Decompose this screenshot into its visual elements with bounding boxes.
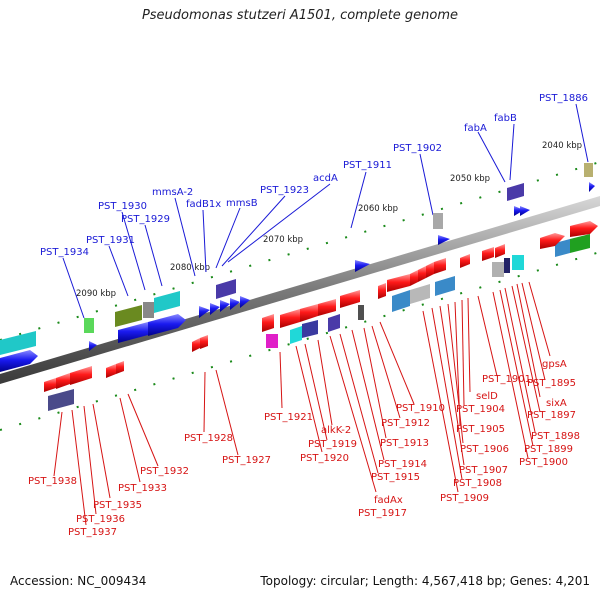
reverse-genes (44, 244, 524, 411)
gene-label-PST_1938: PST_1938 (28, 476, 77, 487)
gene-label-PST_1923: PST_1923 (260, 185, 309, 196)
gene-label-PST_1935: PST_1935 (93, 500, 142, 511)
gene-label-PST_1907: PST_1907 (459, 465, 508, 476)
gene-label-PST_1927: PST_1927 (222, 455, 271, 466)
gene-label-PST_1920: PST_1920 (300, 453, 349, 464)
kbp-tick-2050: 2050 kbp (450, 174, 490, 184)
gene-label-PST_1933: PST_1933 (118, 483, 167, 494)
gene-label-fadAx: fadAx (374, 495, 403, 506)
kbp-tick-labels: 2040 kbp 2050 kbp 2060 kbp 2070 kbp 2080… (76, 141, 582, 299)
gene-label-PST_1936: PST_1936 (76, 514, 125, 525)
forward-gene-labels: PST_1886 fabB fabA PST_1902 PST_1911 acd… (40, 93, 588, 258)
gene-label-PST_1917: PST_1917 (358, 508, 407, 519)
kbp-tick-2060: 2060 kbp (358, 204, 398, 214)
gene-label-PST_1913: PST_1913 (380, 438, 429, 449)
reverse-connectors (53, 281, 551, 526)
gene-label-mmsB: mmsB (226, 198, 258, 209)
reverse-gene-labels: gpsA PST_1895 sixA PST_1897 PST_1898 PST… (28, 359, 580, 538)
gene-label-PST_1937: PST_1937 (68, 527, 117, 538)
kbp-tick-2040: 2040 kbp (542, 141, 582, 151)
gene-label-PST_1902: PST_1902 (393, 143, 442, 154)
gene-label-PST_1897: PST_1897 (527, 410, 576, 421)
forward-genes (0, 163, 598, 372)
gene-label-PST_1909: PST_1909 (440, 493, 489, 504)
gene-label-gpsA: gpsA (542, 359, 567, 370)
forward-connectors (62, 103, 589, 319)
gene-label-PST_1899: PST_1899 (524, 444, 573, 455)
gene-label-PST_1934: PST_1934 (40, 247, 89, 258)
kbp-tick-2070: 2070 kbp (263, 235, 303, 245)
gene-label-PST_1911: PST_1911 (343, 160, 392, 171)
gene-label-PST_1900: PST_1900 (519, 457, 568, 468)
gene-label-fabB: fabB (494, 113, 517, 124)
gene-label-mmsA-2: mmsA-2 (152, 187, 193, 198)
gene-label-PST_1929: PST_1929 (121, 214, 170, 225)
gene-label-PST_1905: PST_1905 (456, 424, 505, 435)
gene-label-PST_1931: PST_1931 (86, 235, 135, 246)
gene-label-PST_1904: PST_1904 (456, 404, 505, 415)
gene-label-PST_1915: PST_1915 (371, 472, 420, 483)
gene-label-PST_1919: PST_1919 (308, 439, 357, 450)
kbp-tick-2080: 2080 kbp (170, 263, 210, 273)
gene-label-PST_1895: PST_1895 (527, 378, 576, 389)
gene-label-acdA: acdA (313, 173, 338, 184)
gene-label-sixA: sixA (546, 398, 567, 409)
gene-label-PST_1921: PST_1921 (264, 412, 313, 423)
gene-label-fabA: fabA (464, 123, 487, 134)
genome-axis (0, 196, 600, 384)
gene-label-PST_1886: PST_1886 (539, 93, 588, 104)
gene-label-PST_1912: PST_1912 (381, 418, 430, 429)
gene-label-selD: selD (476, 391, 498, 402)
gene-label-PST_1901: PST_1901 (482, 374, 531, 385)
gene-label-PST_1906: PST_1906 (460, 444, 509, 455)
gene-label-PST_1908: PST_1908 (453, 478, 502, 489)
gene-label-PST_1898: PST_1898 (531, 431, 580, 442)
gene-label-PST_1914: PST_1914 (378, 459, 427, 470)
gene-label-fadB1x: fadB1x (186, 199, 221, 210)
kbp-tick-2090: 2090 kbp (76, 289, 116, 299)
strand-guides (0, 161, 600, 431)
gene-label-alkK-2: alkK-2 (321, 425, 351, 436)
gene-label-PST_1932: PST_1932 (140, 466, 189, 477)
gene-label-PST_1910: PST_1910 (396, 403, 445, 414)
gene-label-PST_1928: PST_1928 (184, 433, 233, 444)
genome-summary-text: Topology: circular; Length: 4,567,418 bp… (260, 574, 590, 588)
map-title: Pseudomonas stutzeri A1501, complete gen… (141, 8, 459, 23)
gene-label-PST_1930: PST_1930 (98, 201, 147, 212)
accession-text: Accession: NC_009434 (10, 574, 147, 588)
